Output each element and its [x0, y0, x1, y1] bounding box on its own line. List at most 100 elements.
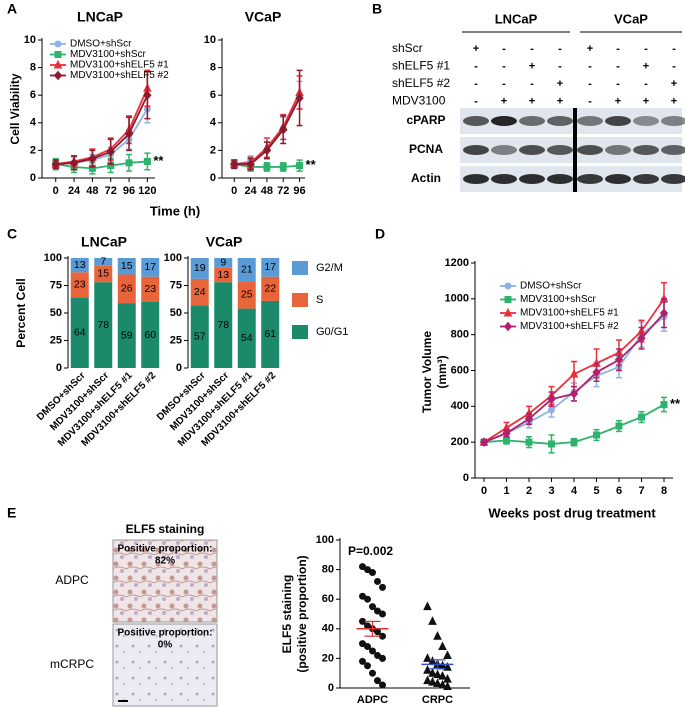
marker: [570, 438, 578, 446]
x-tick-label: 7: [638, 485, 644, 497]
y-axis-label: Percent Cell: [14, 278, 28, 347]
condition-sign: -: [672, 60, 676, 72]
panel-letter: C: [7, 226, 17, 242]
scale-bar: [118, 700, 128, 702]
condition-sign: -: [588, 60, 592, 72]
chart-title: VCaP: [206, 234, 243, 250]
marker: [428, 676, 437, 686]
bar-segment: [190, 305, 209, 368]
band: [491, 145, 517, 155]
image-title: ELF5 staining: [126, 522, 205, 536]
image-row-label: ADPC: [55, 573, 89, 587]
marker: [295, 93, 304, 103]
y-tick-label: 100: [316, 534, 334, 546]
x-tick-label: 24: [244, 185, 257, 197]
bar-segment: [117, 274, 136, 304]
marker: [125, 159, 133, 167]
marker: [364, 595, 371, 603]
condition-sign: -: [672, 43, 676, 55]
y-tick-label: 2: [210, 144, 216, 156]
value-label: 64: [74, 327, 86, 339]
marker: [143, 157, 151, 165]
x-tick-label: 5: [593, 485, 599, 497]
y-axis-label: Tumor Volume: [420, 331, 434, 414]
bar-segment: [141, 276, 160, 302]
band: [605, 145, 631, 155]
bar-segment: [94, 265, 113, 283]
band: [661, 145, 685, 155]
bar-segment: [70, 297, 89, 368]
marker: [502, 428, 511, 438]
y-tick-label: 8: [30, 62, 36, 74]
legend-label: MDV3100+shELF5 #1: [520, 308, 619, 319]
marker: [124, 129, 134, 139]
marker: [374, 607, 381, 615]
condition-sign: -: [558, 43, 562, 55]
bar-segment: [190, 278, 209, 306]
bar-segment: [70, 272, 89, 298]
bar-segment: [237, 308, 256, 368]
x-tick-label: 0: [53, 185, 59, 197]
y-tick-label: 10: [204, 34, 216, 46]
marker: [263, 163, 271, 171]
micrograph: [112, 539, 218, 623]
annotation: **: [306, 157, 317, 172]
band-label: cPARP: [406, 113, 445, 127]
x-tick-label: 4: [571, 485, 578, 497]
y-tick-label: 0: [30, 172, 36, 184]
marker: [433, 631, 442, 640]
legend-label: MDV3100+shScr: [520, 294, 597, 305]
bar-segment: [141, 302, 160, 368]
band: [463, 116, 489, 126]
condition-sign: -: [530, 43, 534, 55]
y-tick-label: 2: [30, 144, 36, 156]
marker: [503, 321, 513, 332]
bar-segment: [94, 282, 113, 368]
condition-sign: +: [557, 95, 563, 107]
marker: [423, 653, 432, 662]
y-tick-label: 4: [210, 117, 217, 129]
band: [577, 145, 603, 155]
condition-sign: -: [502, 60, 506, 72]
condition-sign: +: [529, 60, 535, 72]
marker: [369, 569, 376, 577]
condition-label: shELF5 #2: [392, 76, 450, 90]
value-label: 17: [264, 261, 276, 273]
y-tick-label: 50: [170, 307, 182, 319]
condition-sign: -: [616, 78, 620, 90]
x-tick-label: 72: [277, 185, 289, 197]
value-label: 57: [194, 330, 206, 342]
marker: [374, 677, 381, 685]
y-tick-label: 75: [50, 279, 62, 291]
marker: [548, 406, 555, 414]
band: [463, 145, 489, 155]
bar-segment: [141, 258, 160, 277]
marker: [246, 159, 255, 169]
y-tick-label: 75: [170, 279, 182, 291]
condition-sign: +: [587, 43, 593, 55]
x-tick-label: 48: [86, 185, 98, 197]
marker: [369, 647, 376, 655]
marker: [359, 563, 366, 571]
marker: [230, 159, 239, 169]
bar-segment: [190, 258, 209, 279]
y-tick-label: 0: [210, 172, 216, 184]
x-tick-label: 3: [548, 485, 554, 497]
band: [519, 145, 545, 155]
band: [577, 174, 603, 184]
value-label: 60: [144, 329, 156, 341]
marker: [364, 566, 371, 574]
marker: [479, 437, 489, 447]
marker: [423, 601, 432, 611]
x-axis-label: Weeks post drug treatment: [488, 505, 656, 520]
y-tick-label: 80: [322, 564, 334, 576]
marker: [51, 159, 60, 169]
condition-sign: +: [643, 60, 649, 72]
marker: [143, 90, 152, 100]
bar-segment: [237, 281, 256, 309]
value-label: 13: [217, 269, 229, 281]
legend-label: MDV3100+shELF5 #2: [70, 70, 169, 81]
panel-letter: E: [7, 505, 16, 521]
marker: [443, 650, 452, 659]
marker: [660, 401, 668, 409]
